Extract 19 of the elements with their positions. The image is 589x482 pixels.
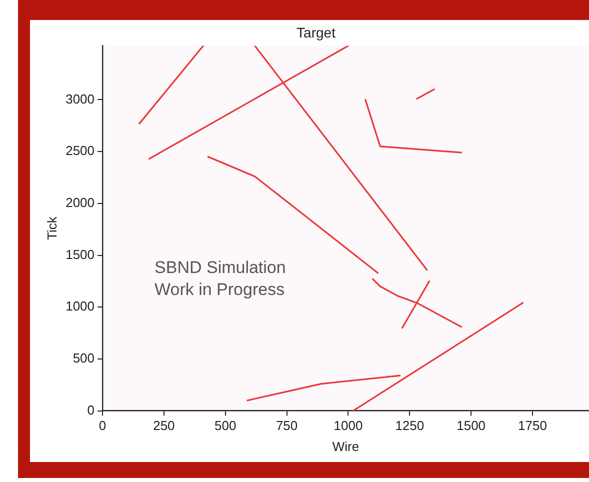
x-tick-label: 500 — [214, 418, 236, 434]
x-tick-label: 250 — [153, 418, 175, 434]
y-tick-label: 2000 — [66, 194, 95, 210]
annotation: SBND Simulation Work in Progress — [154, 258, 286, 299]
y-tick-label: 500 — [72, 350, 95, 366]
y-tick-label: 1500 — [66, 246, 95, 262]
x-axis-title: Wire — [332, 438, 360, 454]
chart-title: Target — [296, 24, 336, 40]
y-tick-label: 1000 — [66, 298, 95, 314]
y-axis-title: Tick — [44, 216, 60, 240]
x-tick-label: 1000 — [334, 418, 363, 434]
y-tick-label: 2500 — [66, 143, 95, 158]
x-tick-label: 1250 — [395, 418, 424, 434]
y-tick-label: 0 — [87, 402, 95, 418]
x-tick-label: 0 — [98, 418, 106, 434]
x-tick-label: 750 — [276, 418, 298, 434]
y-tick-label: 3000 — [66, 91, 95, 106]
x-tick-label: 1750 — [518, 418, 547, 434]
x-tick-label: 1500 — [456, 418, 486, 434]
